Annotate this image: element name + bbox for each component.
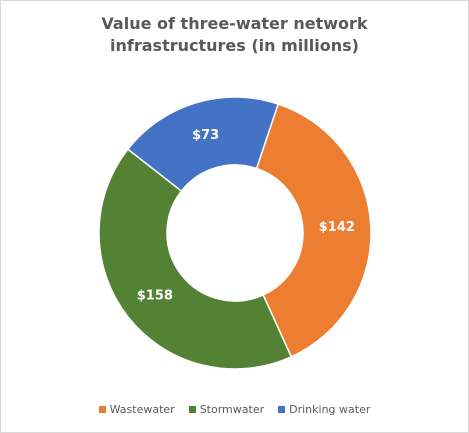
legend-swatch (278, 406, 286, 413)
chart-title: Value of three-water network infrastruct… (101, 14, 368, 55)
legend-label: Drinking water (289, 403, 371, 416)
legend-swatch (98, 406, 106, 413)
data-label: $73 (192, 128, 219, 143)
legend-item: Drinking water (278, 403, 370, 416)
legend-swatch (188, 406, 196, 413)
donut-segment (98, 148, 293, 370)
legend-label: Stormwater (199, 403, 265, 416)
data-label: $142 (319, 220, 355, 235)
data-label: $158 (137, 289, 173, 304)
legend: Wastewater Stormwater Drinking water (1, 403, 468, 416)
donut-segment (255, 103, 372, 358)
legend-item: Wastewater (98, 403, 175, 416)
legend-item: Stormwater (188, 403, 265, 416)
donut-segment (126, 96, 280, 193)
legend-label: Wastewater (109, 403, 175, 416)
